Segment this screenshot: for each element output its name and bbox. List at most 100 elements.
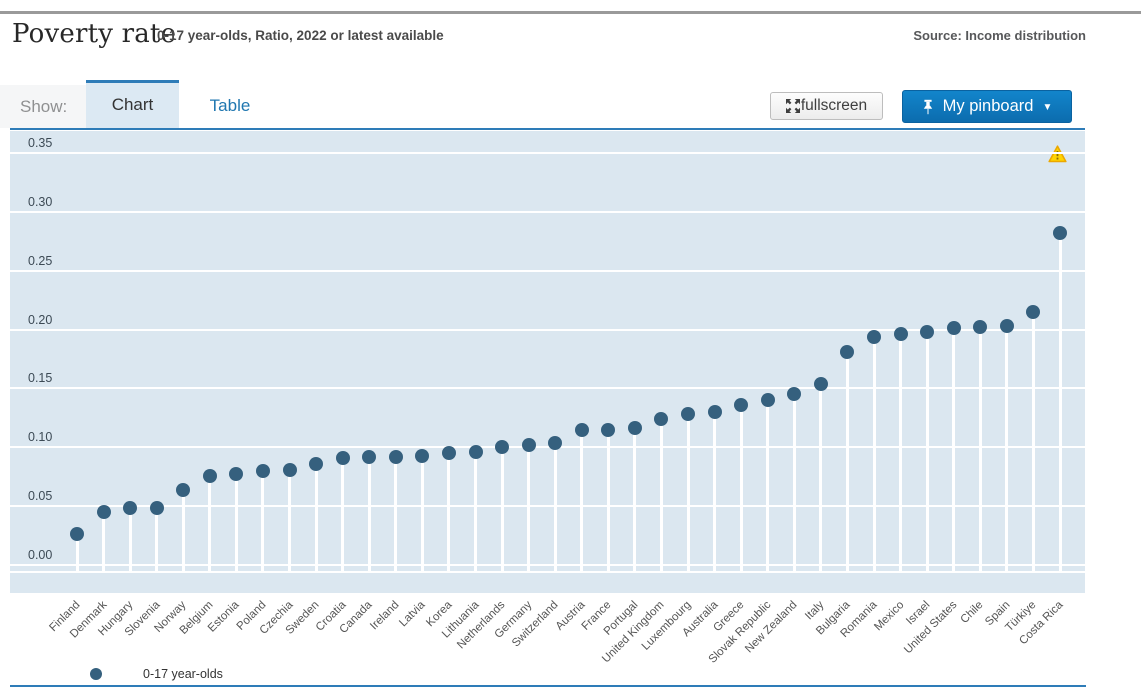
data-point[interactable] <box>787 387 802 402</box>
data-point[interactable] <box>388 449 403 464</box>
data-point[interactable] <box>149 501 164 516</box>
data-point[interactable] <box>840 344 855 359</box>
data-point[interactable] <box>96 505 111 520</box>
data-point[interactable] <box>867 329 882 344</box>
data-stem <box>978 327 982 571</box>
data-stem <box>899 334 903 571</box>
data-point[interactable] <box>335 450 350 465</box>
data-stem <box>1058 233 1062 571</box>
data-stem <box>527 444 531 571</box>
data-point[interactable] <box>202 468 217 483</box>
data-stem <box>952 328 956 571</box>
data-point[interactable] <box>282 462 297 477</box>
data-point[interactable] <box>70 527 84 542</box>
data-stem <box>341 457 345 571</box>
data-stem <box>792 394 796 571</box>
y-gridline <box>10 328 1085 331</box>
y-tick-label: 0.10 <box>28 430 53 445</box>
data-stem <box>314 463 318 571</box>
plot-area: 0.00 0.05 0.10 0.15 0.20 0.25 0.30 0.35 <box>10 131 1085 571</box>
bottom-border <box>10 685 1086 687</box>
data-stem <box>819 383 823 571</box>
y-gridline <box>10 269 1085 272</box>
data-point[interactable] <box>255 463 270 478</box>
data-point[interactable] <box>707 404 722 419</box>
data-stem <box>659 419 663 571</box>
legend: 0-17 year-olds <box>10 664 1085 684</box>
data-stem <box>181 489 185 571</box>
data-point[interactable] <box>468 444 483 459</box>
top-divider <box>0 11 1141 14</box>
data-point[interactable] <box>654 412 669 427</box>
data-point[interactable] <box>495 440 510 455</box>
data-stem <box>872 336 876 571</box>
data-point[interactable] <box>123 501 138 516</box>
legend-marker-icon <box>90 668 102 680</box>
data-point[interactable] <box>362 449 377 464</box>
data-stem <box>420 455 424 571</box>
data-point[interactable] <box>601 422 616 437</box>
data-stem <box>553 442 557 571</box>
page-title: Poverty rate <box>12 19 177 49</box>
data-stem <box>102 512 106 571</box>
data-stem <box>394 456 398 571</box>
data-point[interactable] <box>1026 304 1041 319</box>
data-stem <box>447 453 451 571</box>
data-stem <box>155 508 159 571</box>
data-point[interactable] <box>893 327 908 342</box>
data-point[interactable] <box>548 435 563 450</box>
data-point[interactable] <box>521 437 536 452</box>
data-point[interactable] <box>574 422 589 437</box>
data-stem <box>1005 326 1009 571</box>
pinboard-button[interactable]: My pinboard ▼ <box>902 90 1072 123</box>
y-gridline <box>10 564 1085 566</box>
data-stem <box>925 331 929 571</box>
data-point[interactable] <box>813 376 828 391</box>
data-point[interactable] <box>681 407 696 422</box>
y-tick-label: 0.00 <box>28 548 53 562</box>
data-stem <box>208 475 212 571</box>
fullscreen-button[interactable]: fullscreen <box>770 92 883 120</box>
y-tick-label: 0.35 <box>28 136 53 150</box>
data-stem <box>1031 311 1035 571</box>
fullscreen-icon <box>785 99 801 113</box>
data-point[interactable] <box>946 321 961 336</box>
data-stem <box>234 474 238 571</box>
tab-chart[interactable]: Chart <box>86 80 179 128</box>
data-stem <box>500 447 504 571</box>
tab-table[interactable]: Table <box>179 83 281 128</box>
data-point[interactable] <box>973 320 988 335</box>
data-point[interactable] <box>920 324 935 339</box>
fullscreen-label: fullscreen <box>800 97 868 114</box>
data-stem <box>739 404 743 571</box>
data-stem <box>580 429 584 571</box>
data-point[interactable] <box>415 448 430 463</box>
data-stem <box>633 428 637 571</box>
data-stem <box>845 351 849 571</box>
data-point[interactable] <box>760 393 775 408</box>
data-point[interactable] <box>734 397 749 412</box>
data-point[interactable] <box>1053 226 1067 241</box>
data-point[interactable] <box>176 482 191 497</box>
data-point[interactable] <box>229 467 244 482</box>
data-stem <box>606 429 610 571</box>
data-point[interactable] <box>441 446 456 461</box>
y-tick-label: 0.25 <box>28 253 53 268</box>
y-tick-label: 0.15 <box>28 371 53 386</box>
warning-icon[interactable] <box>1048 145 1067 168</box>
data-stem <box>288 469 292 571</box>
x-axis-strip <box>10 573 1085 593</box>
data-point[interactable] <box>999 319 1014 334</box>
y-gridline <box>10 152 1085 154</box>
y-gridline <box>10 446 1085 449</box>
pinboard-label: My pinboard <box>942 97 1034 115</box>
data-point[interactable] <box>627 421 642 436</box>
pin-icon <box>922 99 934 115</box>
data-stem <box>686 414 690 571</box>
data-point[interactable] <box>309 456 324 471</box>
legend-label: 0-17 year-olds <box>143 667 223 681</box>
y-tick-label: 0.30 <box>28 194 53 209</box>
page-subtitle: 0-17 year-olds, Ratio, 2022 or latest av… <box>157 28 444 43</box>
tab-underline <box>10 128 1085 130</box>
